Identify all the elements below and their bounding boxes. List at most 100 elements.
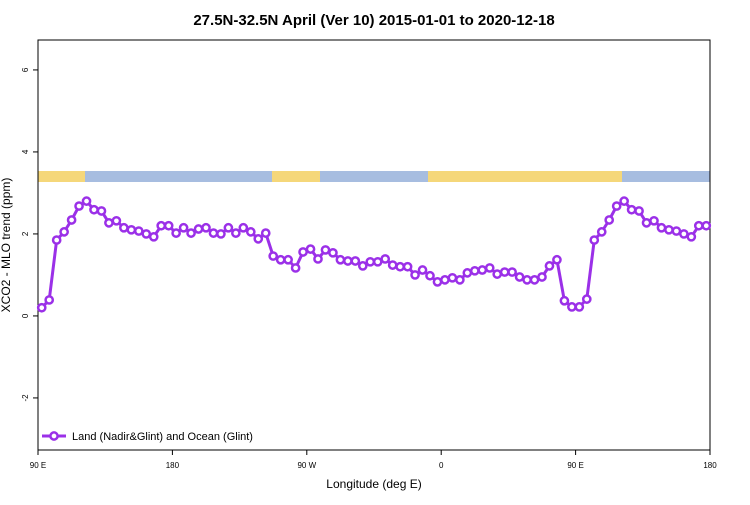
point xyxy=(492,269,503,279)
point xyxy=(141,229,152,239)
point xyxy=(462,268,473,278)
point xyxy=(581,294,592,304)
land-strip xyxy=(38,171,85,182)
point xyxy=(447,272,458,283)
point xyxy=(201,222,211,233)
y-tick-label: -2 xyxy=(21,394,30,402)
point xyxy=(283,254,293,265)
point xyxy=(664,224,674,235)
point xyxy=(260,228,271,238)
point xyxy=(290,263,301,273)
point xyxy=(626,204,637,215)
point xyxy=(604,215,615,225)
point xyxy=(387,260,398,270)
point xyxy=(619,196,629,206)
point xyxy=(216,229,226,239)
point xyxy=(245,227,256,237)
legend-label: Land (Nadir&Glint) and Ocean (Glint) xyxy=(72,431,253,443)
point xyxy=(320,245,331,255)
y-tick-label: 6 xyxy=(21,67,30,72)
point xyxy=(208,228,219,238)
point xyxy=(171,228,181,238)
point xyxy=(469,265,480,276)
point xyxy=(395,261,405,272)
y-tick-label: 2 xyxy=(21,231,30,236)
point xyxy=(701,220,712,231)
point xyxy=(126,224,137,235)
point xyxy=(499,267,510,277)
point xyxy=(313,254,323,264)
point xyxy=(156,220,167,231)
point xyxy=(275,254,286,265)
point xyxy=(238,222,249,233)
point xyxy=(537,272,547,282)
point xyxy=(425,270,435,281)
point xyxy=(514,272,525,282)
land-strip xyxy=(272,171,320,182)
point xyxy=(432,277,443,287)
x-tick-label: 0 xyxy=(439,461,444,470)
point xyxy=(641,218,652,228)
x-tick-label: 90 W xyxy=(297,461,316,470)
point xyxy=(231,228,241,238)
y-axis-label: XCO2 - MLO trend (ppm) xyxy=(0,178,13,313)
chart-title: 27.5N-32.5N April (Ver 10) 2015-01-01 to… xyxy=(193,12,554,29)
point xyxy=(186,228,196,238)
point xyxy=(66,215,77,225)
point xyxy=(507,267,517,277)
point xyxy=(417,265,428,275)
point xyxy=(89,204,99,215)
ocean-strip xyxy=(38,171,710,182)
point xyxy=(522,275,532,285)
point xyxy=(410,270,420,280)
land-ocean-strip xyxy=(38,171,710,182)
point xyxy=(104,218,114,228)
point xyxy=(36,302,47,313)
legend-marker xyxy=(49,431,59,441)
point xyxy=(51,235,62,245)
x-tick-label: 90 E xyxy=(30,461,46,470)
point xyxy=(671,226,682,236)
point xyxy=(589,235,600,245)
point xyxy=(634,206,644,216)
point xyxy=(163,220,174,231)
point xyxy=(148,231,159,242)
point xyxy=(111,215,122,226)
point xyxy=(119,222,129,233)
point xyxy=(193,224,204,234)
point xyxy=(477,265,488,275)
point xyxy=(656,222,667,233)
x-tick-label: 180 xyxy=(166,461,180,470)
point xyxy=(574,302,585,312)
point xyxy=(440,275,450,285)
point xyxy=(268,251,279,261)
point xyxy=(253,234,264,244)
plot-frame xyxy=(37,39,711,451)
point xyxy=(455,275,465,285)
point xyxy=(567,302,577,312)
point xyxy=(693,220,704,231)
point xyxy=(372,256,383,267)
point xyxy=(544,261,555,271)
point xyxy=(365,256,376,267)
point xyxy=(484,263,495,273)
point xyxy=(357,261,368,271)
point xyxy=(350,256,361,266)
x-axis-label: Longitude (deg E) xyxy=(326,477,421,491)
point xyxy=(328,247,338,258)
point xyxy=(81,196,92,206)
point xyxy=(298,247,308,257)
point xyxy=(529,275,540,285)
point xyxy=(679,229,689,239)
y-tick-label: 4 xyxy=(21,149,30,154)
x-tick-label: 90 E xyxy=(567,461,583,470)
point xyxy=(96,206,107,216)
y-tick-label: 0 xyxy=(21,313,30,318)
point xyxy=(611,201,622,211)
point xyxy=(74,201,84,211)
point xyxy=(44,295,55,305)
point xyxy=(305,244,316,254)
point xyxy=(402,261,413,272)
